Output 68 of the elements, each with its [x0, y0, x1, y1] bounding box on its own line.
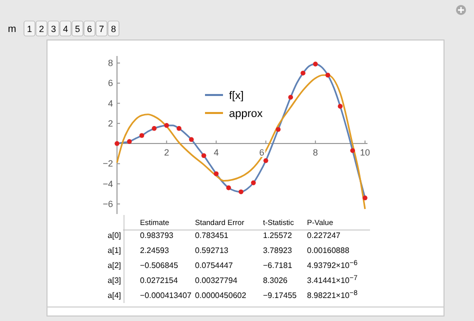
- text: 0.783451: [195, 231, 229, 240]
- text: −6.7181: [263, 261, 293, 270]
- text: 4: [62, 24, 68, 34]
- legend-label: approx: [229, 108, 264, 120]
- point: [325, 72, 330, 78]
- text: 1.25572: [263, 231, 292, 240]
- point: [139, 133, 144, 138]
- point: [338, 104, 343, 109]
- text: 3.41441×10$^{−7}$: [307, 274, 358, 285]
- point: [127, 139, 132, 144]
- text: 0.0754447: [195, 261, 234, 270]
- text: 6: [86, 24, 92, 34]
- text: 5: [74, 24, 80, 34]
- y-tick-label: −6: [102, 198, 113, 209]
- point: [238, 189, 244, 194]
- text: m: [8, 24, 16, 35]
- text: 4.93792×10$^{−6}$: [307, 260, 358, 270]
- text: 3.78923: [263, 246, 292, 255]
- y-tick-label: 8: [108, 58, 113, 68]
- text: a[3]: [108, 276, 121, 285]
- x-tick-label: 6: [259, 148, 264, 158]
- text: 0.00160888: [307, 246, 350, 255]
- text: 0.0000450602: [195, 291, 247, 300]
- x-tick-label: 4: [214, 148, 219, 158]
- y-tick-label: 2: [108, 118, 113, 128]
- text: 7: [98, 24, 104, 34]
- y-tick-label: 4: [108, 98, 113, 108]
- text: 0.0272154: [140, 276, 178, 285]
- y-tick-label: −2: [102, 158, 113, 169]
- x-tick-label: 2: [164, 148, 170, 158]
- point: [189, 137, 194, 142]
- point: [276, 127, 281, 132]
- point: [214, 171, 219, 176]
- text: −9.17455: [263, 291, 298, 300]
- point: [201, 153, 206, 158]
- point: [176, 126, 182, 131]
- text: 8.98221×10$^{−8}$: [307, 290, 358, 300]
- legend-label: f[x]: [229, 90, 244, 102]
- point: [164, 123, 170, 128]
- text: 0.227247: [307, 231, 341, 240]
- point: [362, 196, 368, 200]
- text: a[2]: [108, 261, 121, 270]
- point: [300, 70, 306, 76]
- text: 8.3026: [263, 276, 288, 285]
- point: [350, 148, 356, 153]
- point: [288, 94, 294, 100]
- point: [152, 126, 157, 131]
- point: [114, 141, 120, 146]
- text: a[4]: [108, 291, 121, 300]
- x-tick-label: 8: [312, 148, 318, 158]
- text: 3: [50, 24, 56, 34]
- text: a[0]: [108, 231, 121, 240]
- text: a[1]: [108, 246, 121, 255]
- point: [226, 185, 232, 190]
- text: 0.592713: [195, 246, 229, 255]
- point: [251, 180, 256, 186]
- text: 1: [26, 24, 32, 34]
- text: 0.00327794: [195, 276, 238, 285]
- text: 2.24593: [140, 246, 170, 255]
- x-tick-label: 10: [360, 148, 370, 158]
- y-tick-label: −4: [102, 178, 113, 189]
- text: −0.506845: [140, 261, 179, 270]
- point: [313, 62, 318, 66]
- text: −0.000413407: [140, 291, 192, 300]
- point: [263, 158, 268, 164]
- text: 2: [38, 24, 44, 34]
- text: 0.983793: [140, 231, 174, 240]
- y-tick-label: 6: [108, 78, 113, 88]
